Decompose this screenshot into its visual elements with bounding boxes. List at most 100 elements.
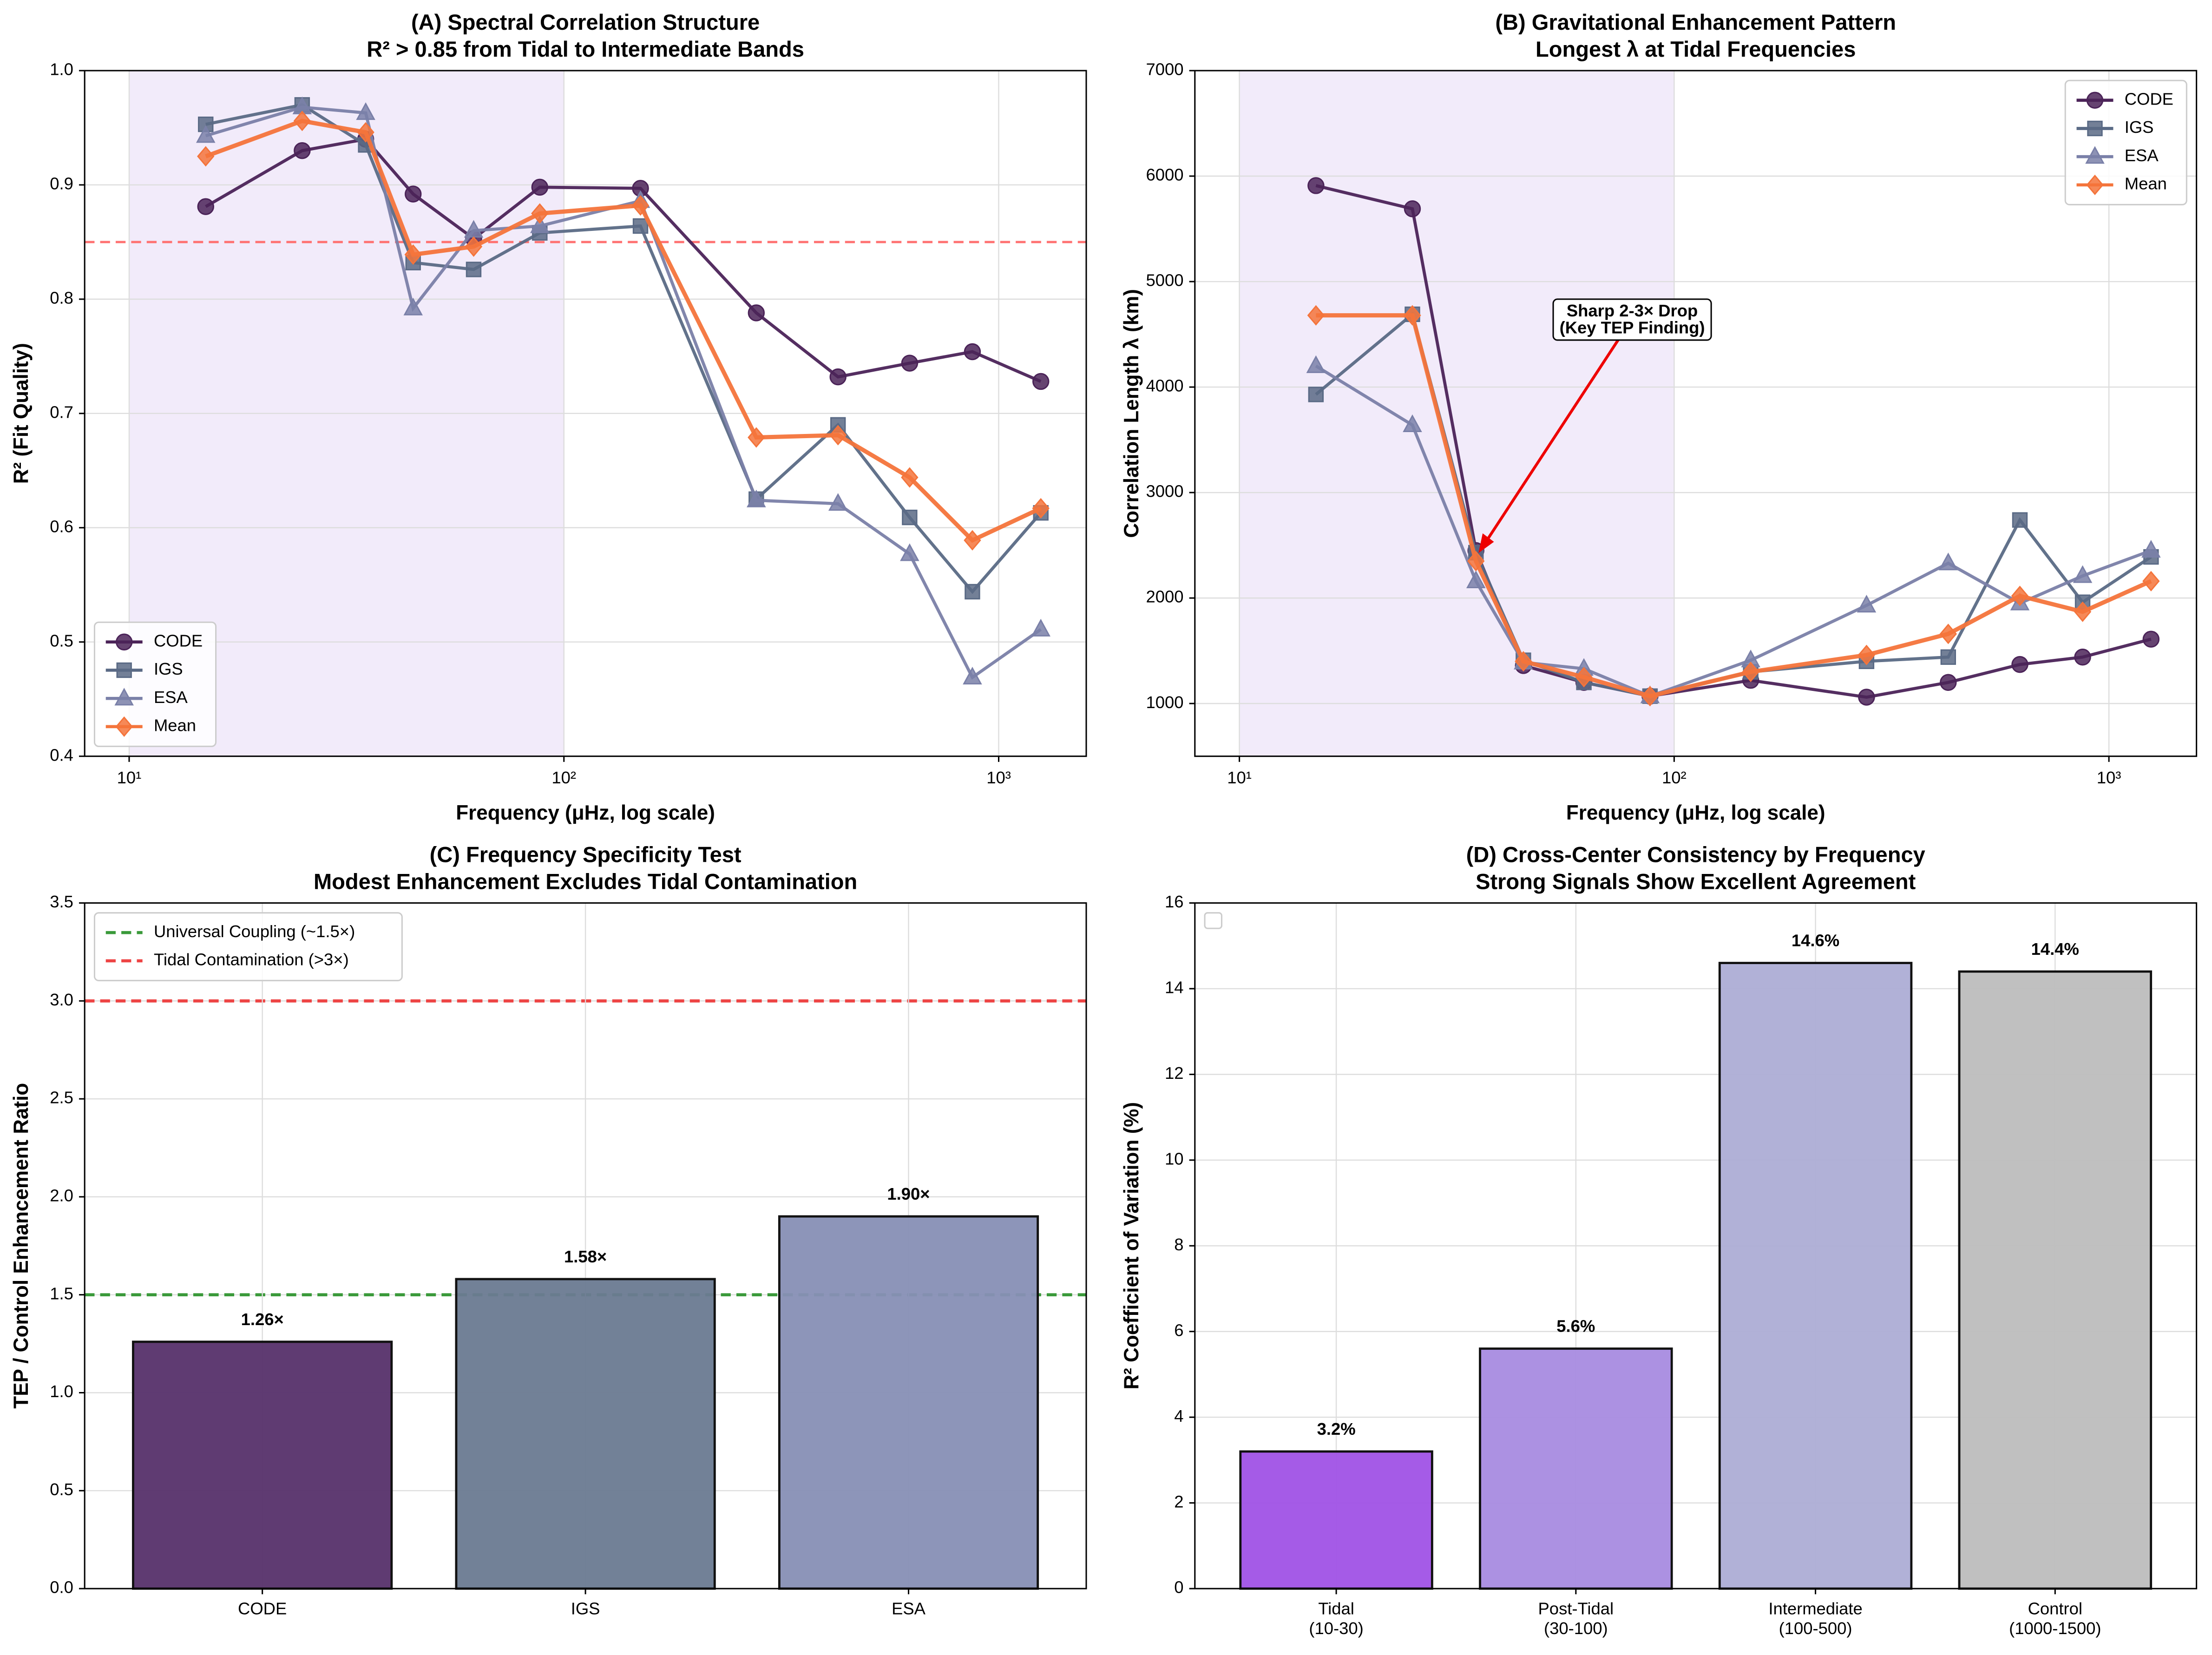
y-tick-label: 2.5	[50, 1088, 73, 1107]
shaded-band	[1239, 70, 1674, 756]
legend-label: CODE	[2125, 89, 2173, 108]
legend-box	[93, 621, 217, 747]
bar	[1239, 1450, 1433, 1590]
y-tick-label: 3000	[1146, 482, 1183, 501]
annotation: Sharp 2-3× Drop (Key TEP Finding)	[1560, 301, 1705, 337]
marker	[197, 146, 215, 167]
legend-box	[93, 912, 403, 981]
annotation-arrowhead	[1478, 533, 1494, 553]
marker	[1858, 644, 1876, 665]
bar	[132, 1340, 393, 1590]
marker	[829, 368, 847, 386]
marker	[1306, 355, 1326, 373]
legend-marker	[2085, 146, 2105, 164]
y-tick-label: 7000	[1146, 60, 1183, 79]
y-tick-label: 0.5	[50, 631, 73, 650]
series-line	[205, 118, 1042, 543]
y-tick-label: 0.6	[50, 517, 73, 536]
chart-subtitle: Longest λ at Tidal Frequencies	[1536, 37, 1856, 61]
legend-box	[1204, 912, 1222, 929]
series-line	[1315, 184, 2152, 699]
x-tick-label: 10¹	[117, 768, 142, 787]
marker	[1641, 686, 1659, 707]
y-tick-label: 6	[1174, 1320, 1183, 1340]
marker	[356, 102, 375, 120]
plot-frame	[1194, 902, 2198, 1589]
marker	[531, 178, 549, 196]
y-tick-label: 3.0	[50, 990, 73, 1009]
marker	[1939, 624, 1957, 644]
marker	[1858, 689, 1875, 706]
bar	[778, 1215, 1039, 1590]
marker	[2073, 565, 2093, 583]
y-tick-label: 2	[1174, 1492, 1183, 1511]
marker	[901, 355, 919, 372]
marker	[2011, 656, 2028, 673]
x-axis-label: Frequency (μHz, log scale)	[456, 801, 715, 824]
marker	[196, 125, 216, 143]
y-tick-label: 4	[1174, 1406, 1183, 1425]
marker	[964, 343, 981, 361]
marker	[294, 142, 311, 159]
marker	[964, 530, 981, 551]
y-axis-label: Correlation Length λ (km)	[1120, 289, 1143, 538]
marker	[357, 122, 374, 143]
marker	[829, 425, 847, 446]
y-tick-label: 4000	[1146, 376, 1183, 395]
y-tick-label: 0.5	[50, 1480, 73, 1499]
marker	[465, 236, 483, 257]
marker	[901, 467, 919, 488]
marker	[963, 667, 982, 685]
marker	[1403, 414, 1422, 432]
marker	[1742, 661, 1759, 683]
marker	[2142, 630, 2160, 648]
marker	[902, 509, 918, 525]
chart-title: (C) Frequency Specificity Test	[430, 842, 742, 867]
legend-marker	[2087, 120, 2103, 137]
x-axis-label: Frequency (μHz, log scale)	[1566, 801, 1825, 824]
legend-label: Mean	[2125, 174, 2167, 193]
marker	[900, 543, 919, 561]
y-tick-label: 6000	[1146, 165, 1183, 184]
legend-marker	[114, 688, 134, 706]
x-tick-label: 10²	[1662, 768, 1687, 787]
legend-label: Universal Coupling (~1.5×)	[154, 922, 355, 941]
marker	[1032, 373, 1050, 390]
y-tick-label: 8	[1174, 1235, 1183, 1254]
marker	[1466, 570, 1486, 588]
value-label: 1.26×	[241, 1310, 284, 1329]
value-label: 14.4%	[2031, 939, 2079, 959]
marker	[404, 244, 422, 265]
marker	[1031, 618, 1050, 637]
plot-frame	[1194, 70, 2198, 757]
x-tick-label: Post-Tidal (30-100)	[1538, 1599, 1614, 1638]
series-line	[205, 105, 1042, 680]
legend-marker	[115, 716, 133, 737]
value-label: 5.6%	[1556, 1317, 1595, 1336]
y-tick-label: 1.0	[50, 60, 73, 79]
annotation-box	[1552, 298, 1712, 341]
x-tick-label: CODE	[238, 1599, 287, 1618]
y-tick-label: 1.0	[50, 1382, 73, 1401]
value-label: 3.2%	[1317, 1419, 1356, 1438]
y-tick-label: 1.5	[50, 1284, 73, 1303]
chart-subtitle: R² > 0.85 from Tidal to Intermediate Ban…	[367, 37, 804, 61]
legend-marker	[2086, 92, 2104, 109]
chart-subtitle: Modest Enhancement Excludes Tidal Contam…	[314, 869, 857, 893]
marker	[466, 262, 482, 277]
marker	[531, 203, 549, 224]
x-tick-label: IGS	[571, 1599, 600, 1618]
marker	[1032, 498, 1050, 519]
legend-label: CODE	[154, 631, 203, 650]
plot-frame	[84, 902, 1087, 1589]
marker	[2074, 649, 2091, 666]
y-tick-label: 0.0	[50, 1578, 73, 1597]
legend-label: IGS	[154, 659, 183, 678]
marker	[1467, 551, 1485, 571]
y-tick-label: 0	[1174, 1578, 1183, 1597]
y-tick-label: 0.9	[50, 174, 73, 193]
y-tick-label: 10	[1165, 1149, 1184, 1168]
y-tick-label: 0.7	[50, 402, 73, 421]
legend-label: ESA	[154, 688, 188, 707]
